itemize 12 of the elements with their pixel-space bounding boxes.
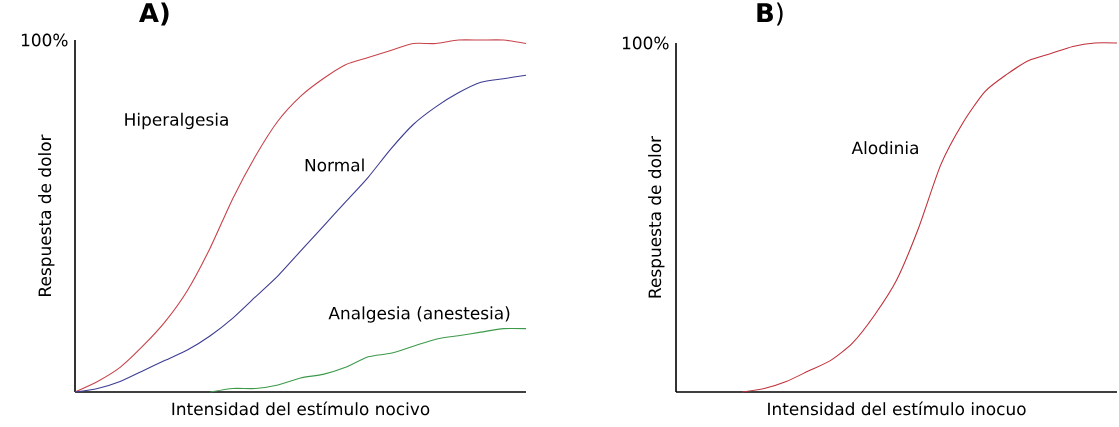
x-axis-title: Intensidad del estímulo inocuo [768, 401, 1026, 416]
text: 100% [21, 33, 68, 47]
chart-title: A) [139, 2, 169, 26]
y-axis-title: Respuesta de dolor [648, 135, 665, 298]
chart-title: B) [757, 2, 783, 26]
text: 100% [622, 36, 669, 50]
text: Hiperalgesia [125, 112, 228, 130]
series-label: Analgesia (anestesia) [328, 306, 510, 323]
series-label: Alodinia [851, 141, 918, 155]
y-axis-title: Respuesta de dolor [38, 134, 55, 296]
x-axis-title: Intensidad del estímulo nocivo [172, 401, 430, 416]
series-label: Normal [305, 158, 364, 172]
